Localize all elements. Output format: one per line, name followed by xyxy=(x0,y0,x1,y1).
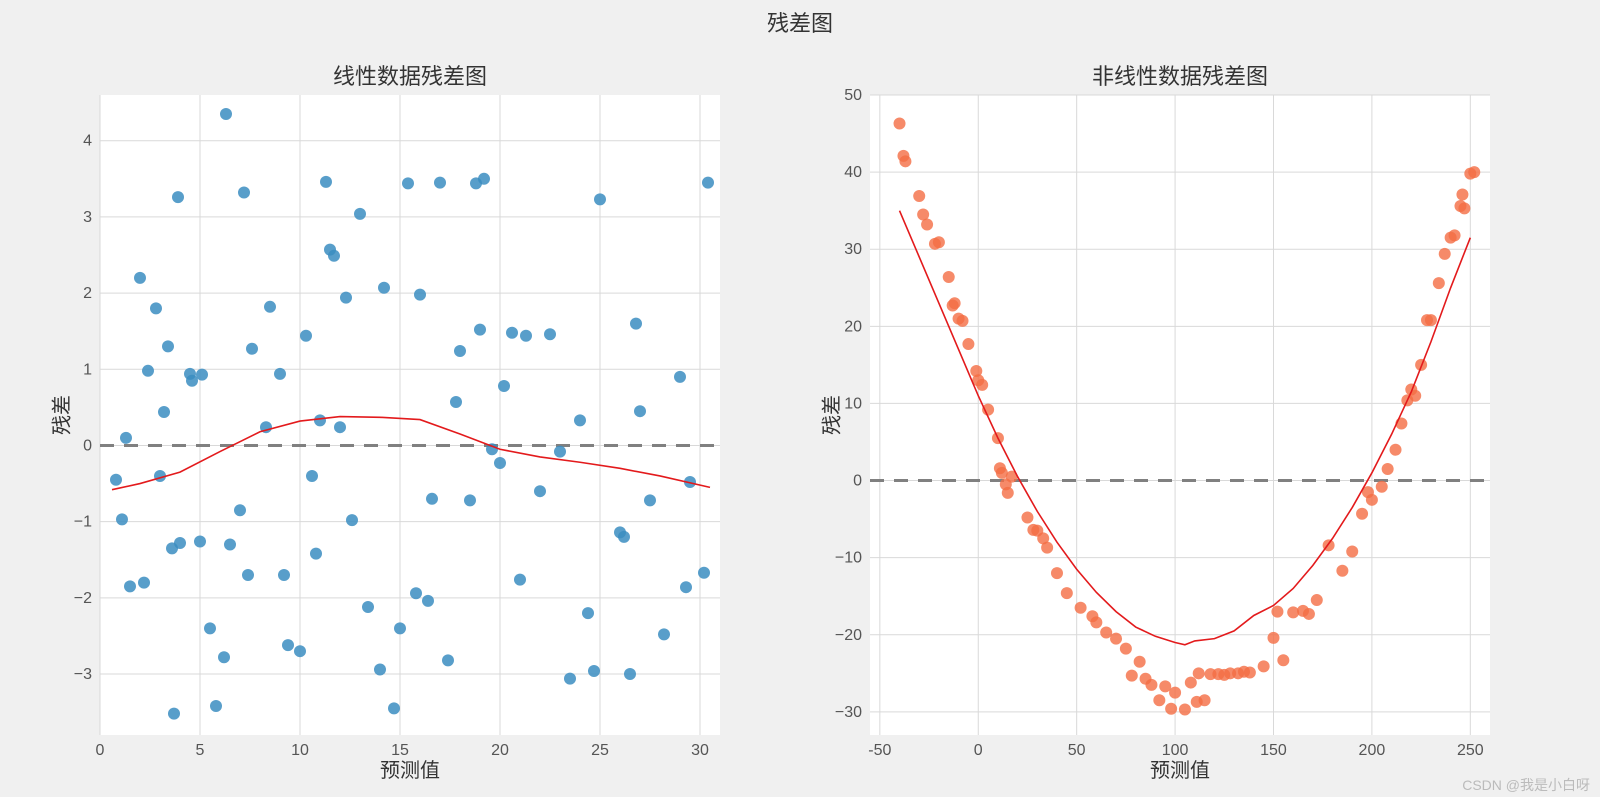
svg-text:1: 1 xyxy=(83,361,92,378)
watermark-text: CSDN @我是小白呀 xyxy=(1462,775,1590,795)
svg-text:−2: −2 xyxy=(74,590,92,607)
right-x-axis-label: 预测值 xyxy=(870,754,1490,783)
right-plot-title: 非线性数据残差图 xyxy=(870,59,1490,91)
figure: 残差图 线性数据残差图 残差 051015202530−3−2−101234 预… xyxy=(0,0,1600,797)
svg-text:20: 20 xyxy=(844,318,862,335)
left-plot-canvas: 051015202530−3−2−101234 xyxy=(100,95,720,735)
left-y-axis-label: 残差 xyxy=(46,395,75,435)
figure-suptitle: 残差图 xyxy=(0,6,1600,38)
left-plot-title: 线性数据残差图 xyxy=(100,59,720,91)
right-residual-plot: 非线性数据残差图 残差 -50050100150200250−30−20−100… xyxy=(870,95,1490,735)
left-residual-plot: 线性数据残差图 残差 051015202530−3−2−101234 预测值 xyxy=(100,95,720,735)
svg-text:4: 4 xyxy=(83,133,92,150)
svg-text:10: 10 xyxy=(844,395,862,412)
svg-text:3: 3 xyxy=(83,209,92,226)
svg-text:0: 0 xyxy=(853,473,862,490)
right-plot-canvas: -50050100150200250−30−20−1001020304050 xyxy=(870,95,1490,735)
svg-text:40: 40 xyxy=(844,164,862,181)
left-x-axis-label: 预测值 xyxy=(100,754,720,783)
svg-text:−3: −3 xyxy=(74,666,92,683)
svg-text:50: 50 xyxy=(844,87,862,104)
svg-text:−1: −1 xyxy=(74,514,92,531)
svg-text:0: 0 xyxy=(83,437,92,454)
svg-text:2: 2 xyxy=(83,285,92,302)
svg-text:30: 30 xyxy=(844,241,862,258)
svg-text:−10: −10 xyxy=(835,550,862,567)
svg-text:−20: −20 xyxy=(835,627,862,644)
svg-text:−30: −30 xyxy=(835,704,862,721)
right-y-axis-label: 残差 xyxy=(816,395,845,435)
